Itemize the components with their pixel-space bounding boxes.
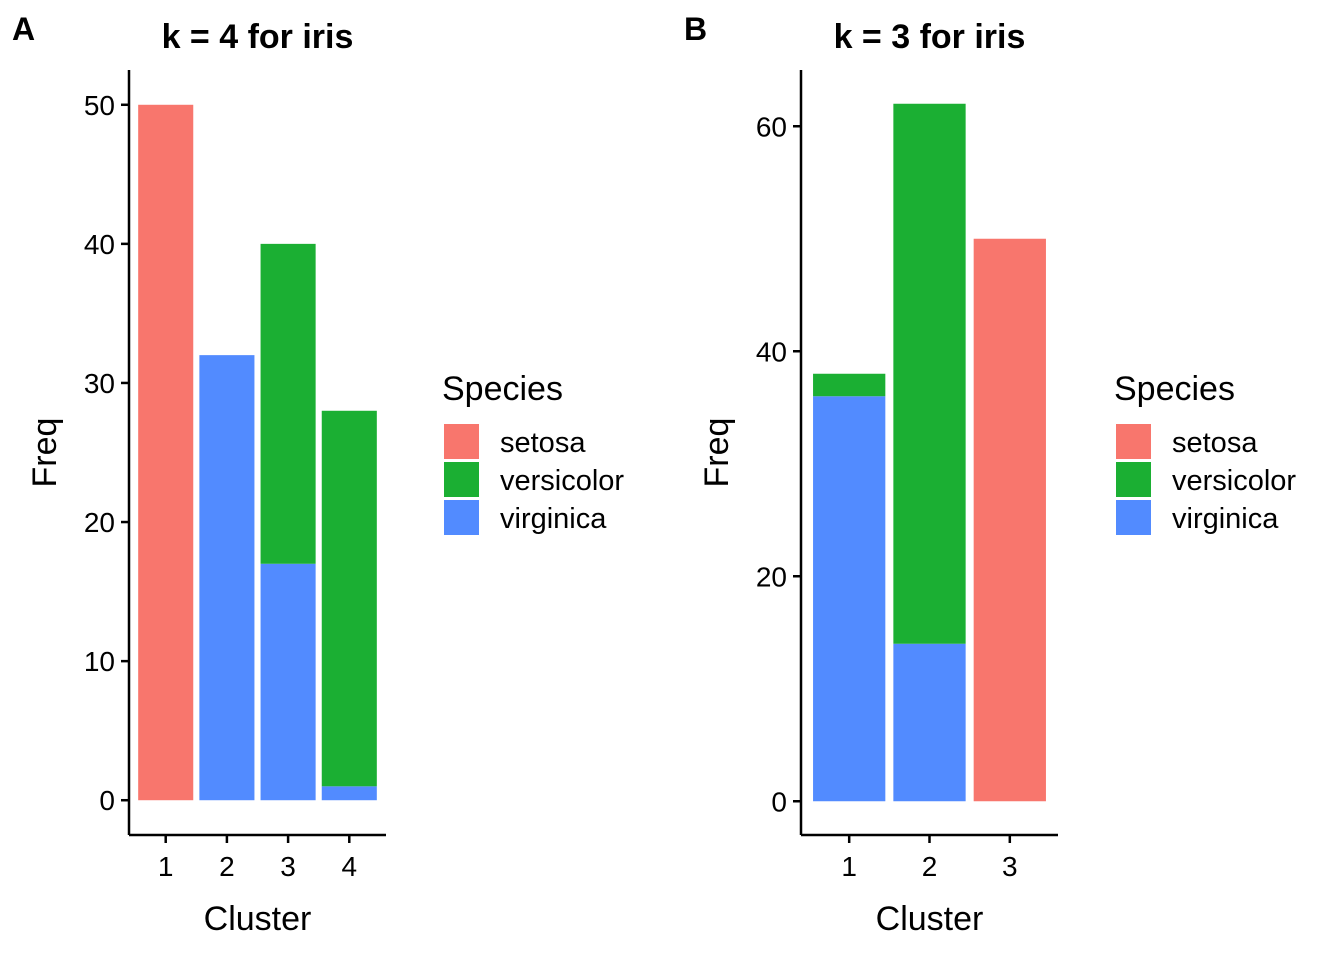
y-tick-label: 60	[756, 111, 787, 142]
legend-title: Species	[442, 370, 563, 408]
legend-label-virginica: virginica	[1172, 503, 1279, 535]
legend-label-versicolor: versicolor	[1172, 465, 1296, 497]
legend-label-setosa: setosa	[1172, 427, 1258, 459]
legend-label-setosa: setosa	[500, 427, 586, 459]
y-tick-label: 0	[771, 786, 787, 817]
legend-swatch-versicolor	[444, 462, 479, 497]
y-tick-label: 0	[99, 785, 115, 816]
legend-title: Species	[1114, 370, 1235, 408]
y-axis-title: Freq	[26, 418, 64, 488]
bar-versicolor-cluster-3	[260, 243, 316, 564]
bar-versicolor-cluster-1	[813, 373, 886, 397]
y-axis-title: Freq	[698, 418, 736, 488]
panel-label: B	[684, 11, 707, 47]
legend-swatch-versicolor	[1116, 462, 1151, 497]
y-tick-label: 30	[84, 368, 115, 399]
chart-title: k = 4 for iris	[162, 18, 354, 56]
bar-versicolor-cluster-2	[893, 103, 966, 644]
y-tick-label: 50	[84, 90, 115, 121]
bar-versicolor-cluster-4	[321, 410, 377, 787]
chart-title: k = 3 for iris	[834, 18, 1026, 56]
bar-virginica-cluster-4	[321, 786, 377, 801]
x-tick-label: 2	[922, 851, 938, 882]
bar-setosa-cluster-1	[138, 104, 194, 801]
legend-label-virginica: virginica	[500, 503, 607, 535]
x-tick-label: 4	[341, 851, 357, 882]
x-tick-label: 3	[1002, 851, 1018, 882]
x-tick-label: 2	[219, 851, 235, 882]
y-tick-label: 40	[84, 229, 115, 260]
bar-virginica-cluster-3	[260, 563, 316, 801]
bar-virginica-cluster-2	[893, 643, 966, 802]
x-tick-label: 1	[841, 851, 857, 882]
x-axis-title: Cluster	[876, 900, 984, 938]
y-tick-label: 40	[756, 336, 787, 367]
y-tick-label: 10	[84, 646, 115, 677]
bar-virginica-cluster-1	[813, 396, 886, 802]
x-axis-title: Cluster	[204, 900, 312, 938]
x-tick-label: 3	[280, 851, 296, 882]
legend: Species setosa versicolor virginica	[442, 370, 624, 535]
x-tick-label: 1	[158, 851, 174, 882]
y-tick-label: 20	[756, 561, 787, 592]
legend: Species setosa versicolor virginica	[1114, 370, 1296, 535]
bar-virginica-cluster-2	[199, 355, 255, 801]
legend-swatch-setosa	[444, 424, 479, 459]
legend-swatch-setosa	[1116, 424, 1151, 459]
legend-label-versicolor: versicolor	[500, 465, 624, 497]
legend-swatch-virginica	[444, 500, 479, 535]
legend-swatch-virginica	[1116, 500, 1151, 535]
bar-setosa-cluster-3	[973, 238, 1046, 802]
panel-label: A	[12, 11, 35, 47]
y-tick-label: 20	[84, 507, 115, 538]
